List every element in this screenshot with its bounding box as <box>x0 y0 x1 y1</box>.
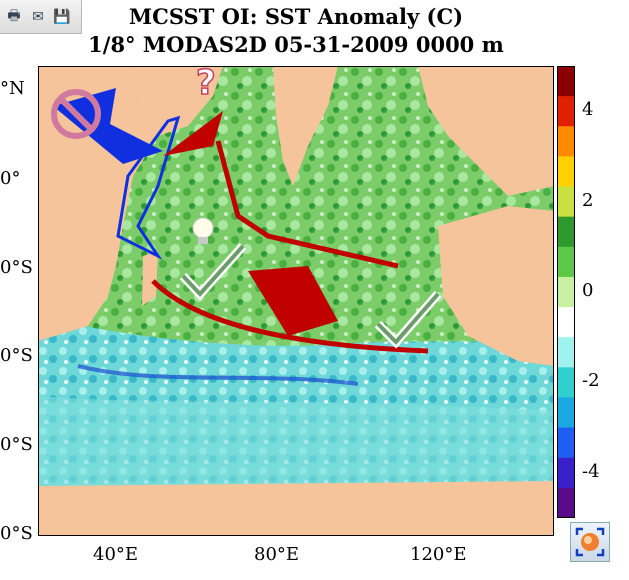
print-button[interactable]: 🖶 <box>4 7 24 27</box>
x-tick-label: 120°E <box>410 544 467 565</box>
zoom-expand-icon <box>575 527 605 557</box>
colorbar-tick-label: 4 <box>582 99 594 121</box>
y-tick-label: 0°S <box>0 257 33 278</box>
red-arrowhead-north <box>163 111 223 156</box>
y-tick-label: °N <box>0 78 25 99</box>
colorbar-tick-label: -4 <box>582 460 600 482</box>
chart-title: MCSST OI: SST Anomaly (C) <box>128 4 464 29</box>
sst-anomaly-map: ? <box>38 66 554 536</box>
colorbar-segment <box>557 427 575 459</box>
chart-subtitle: 1/8° MODAS2D 05-31-2009 0000 m <box>88 32 504 57</box>
prohibited-sign-icon <box>51 89 101 139</box>
red-arrowhead-south <box>248 266 338 336</box>
colorbar <box>557 66 575 518</box>
zoom-expand-button[interactable] <box>570 522 610 562</box>
colorbar-segment <box>557 156 575 188</box>
y-tick-label: 0°S <box>0 345 33 366</box>
colorbar-tick-label: 2 <box>582 189 594 211</box>
colorbar-tick-label: -2 <box>582 370 600 392</box>
colorbar-tick-label: 0 <box>582 280 594 301</box>
colorbar-segment <box>557 96 575 127</box>
y-tick-label: 0°S <box>0 434 33 455</box>
colorbar-segment <box>557 66 575 97</box>
colorbar-segment <box>557 246 575 278</box>
question-mark-icon: ? <box>196 66 216 103</box>
colorbar-segment <box>557 337 575 368</box>
colorbar-segment <box>557 126 575 157</box>
blue-arrow <box>53 88 163 164</box>
colorbar-segment <box>557 276 575 308</box>
y-tick-label: 0° <box>0 168 21 189</box>
save-button[interactable]: 💾 <box>52 7 72 27</box>
x-tick-label: 40°E <box>93 544 139 565</box>
colorbar-segment <box>557 186 575 218</box>
colorbar-segment <box>557 457 575 489</box>
red-arrow-path-north <box>215 140 399 269</box>
checkmark-icon <box>181 244 245 297</box>
colorbar-segment <box>557 487 575 518</box>
red-arrow-path-south <box>151 279 429 354</box>
floppy-disk-icon: 💾 <box>53 8 71 25</box>
printer-icon: 🖶 <box>7 7 21 24</box>
y-tick-label: 0°S <box>0 523 33 544</box>
colorbar-segment <box>557 307 575 338</box>
x-tick-label: 80°E <box>254 544 300 565</box>
colorbar-border <box>557 66 575 518</box>
email-button[interactable]: ✉ <box>28 7 48 27</box>
colorbar-segment <box>557 367 575 398</box>
lightbulb-icon <box>192 217 214 244</box>
toolbar: 🖶 ✉ 💾 <box>0 0 82 34</box>
checkmark-icon-2 <box>376 292 440 345</box>
envelope-icon: ✉ <box>32 8 44 25</box>
colorbar-segment <box>557 216 575 248</box>
colorbar-segment <box>557 397 575 429</box>
